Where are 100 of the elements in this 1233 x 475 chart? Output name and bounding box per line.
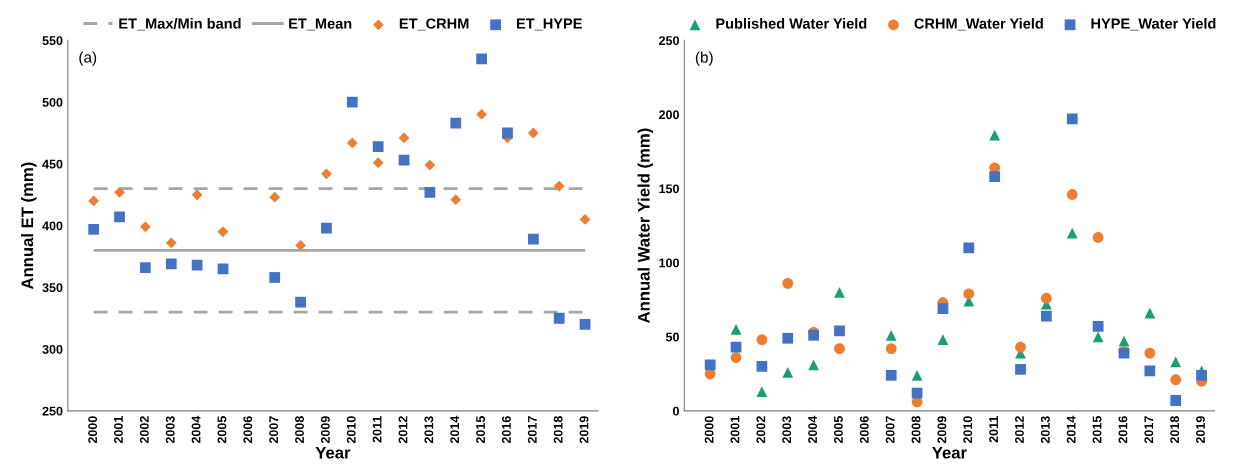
y-tick-label: 550: [42, 36, 63, 46]
point: [1015, 364, 1026, 375]
point: [140, 221, 151, 233]
x-tick-label: 2017: [527, 416, 537, 444]
point: [1015, 341, 1026, 353]
point: [989, 129, 1001, 141]
x-tick-label: 2011: [372, 416, 382, 443]
point: [88, 223, 100, 235]
point: [1170, 356, 1182, 368]
x-tick-label: 2018: [553, 416, 563, 444]
point: [1196, 369, 1207, 381]
point: [1092, 232, 1104, 243]
x-tick-label: 2007: [885, 416, 895, 444]
point: [730, 323, 742, 335]
y-tick-label: 350: [42, 283, 63, 293]
point: [295, 296, 306, 308]
point: [165, 258, 177, 270]
point: [269, 191, 281, 203]
point: [372, 157, 384, 169]
point: [398, 154, 410, 166]
point: [756, 386, 768, 397]
y-axis-title: Annual Water Yield (mm): [637, 128, 654, 324]
annotation: (b): [695, 51, 713, 66]
x-tick-label: 2001: [114, 416, 123, 444]
point: [808, 359, 820, 371]
point: [295, 240, 306, 251]
point: [1118, 335, 1130, 347]
point: [321, 168, 332, 180]
point: [834, 286, 845, 298]
point: [937, 303, 949, 314]
x-tick-label: 2008: [295, 416, 304, 444]
x-tick-label: 2017: [1144, 416, 1154, 444]
point: [217, 226, 229, 238]
legend-label: ET_HYPE: [516, 18, 582, 31]
x-tick-label: 2010: [963, 416, 973, 444]
point: [502, 127, 513, 139]
x-tick-label: 2012: [1015, 416, 1024, 444]
point: [730, 341, 742, 353]
point: [114, 211, 125, 223]
x-tick-label: 2002: [756, 416, 766, 444]
x-tick-label: 2016: [501, 416, 511, 444]
y-tick-label: 150: [659, 184, 679, 194]
legend-label: ET_Max/Min band: [119, 18, 241, 31]
point: [989, 171, 1001, 183]
point: [579, 214, 591, 225]
x-tick-label: 2001: [730, 416, 740, 444]
x-tick-label: 2000: [704, 416, 714, 444]
x-tick-label: 2005: [217, 416, 227, 444]
point: [1092, 331, 1104, 343]
point: [756, 334, 768, 346]
x-tick-label: 2007: [269, 416, 279, 444]
x-tick-label: 2013: [1040, 416, 1050, 444]
x-tick-label: 2015: [1092, 416, 1102, 444]
point: [1170, 395, 1182, 406]
point: [527, 127, 539, 139]
y-tick-label: 50: [665, 332, 679, 342]
x-tick-label: 2011: [989, 416, 999, 443]
point: [553, 312, 565, 324]
x-tick-label: 2000: [88, 416, 98, 444]
x-tick-label: 2018: [1170, 416, 1180, 444]
y-tick-label: 450: [42, 159, 63, 169]
x-tick-label: 2014: [1066, 415, 1076, 444]
x-tick-label: 2009: [320, 416, 330, 444]
y-tick-label: 0: [673, 406, 679, 416]
x-tick-label: 2006: [859, 416, 869, 444]
y-tick-label: 300: [42, 344, 63, 354]
point: [782, 332, 794, 344]
x-axis-title: Year: [315, 446, 351, 459]
point: [756, 361, 768, 372]
point: [191, 189, 203, 201]
point: [450, 194, 462, 206]
x-tick-label: 2015: [476, 416, 485, 444]
x-tick-label: 2009: [937, 416, 947, 444]
x-tick-label: 2004: [191, 415, 201, 444]
point: [963, 288, 975, 300]
x-tick-label: 2002: [139, 416, 149, 444]
point: [165, 237, 177, 249]
point: [782, 278, 794, 289]
x-tick-label: 2016: [1118, 416, 1128, 444]
point: [885, 329, 897, 341]
point: [579, 319, 591, 330]
x-tick-label: 2019: [579, 416, 589, 444]
point: [911, 369, 923, 381]
point: [553, 180, 565, 192]
point: [704, 359, 716, 371]
point: [450, 117, 462, 129]
legend-label: CRHM_Water Yield: [914, 18, 1043, 31]
point: [885, 369, 897, 381]
x-tick-label: 2008: [911, 416, 921, 444]
point: [1144, 365, 1156, 377]
point: [937, 334, 949, 346]
x-tick-label: 2006: [243, 416, 253, 444]
point: [476, 53, 487, 65]
point: [885, 343, 897, 355]
x-axis-title: Year: [932, 446, 967, 459]
point: [476, 109, 487, 120]
x-tick-label: 2010: [346, 416, 356, 444]
x-tick-label: 2005: [834, 416, 843, 444]
y-tick-label: 500: [42, 97, 63, 107]
point: [217, 263, 229, 275]
